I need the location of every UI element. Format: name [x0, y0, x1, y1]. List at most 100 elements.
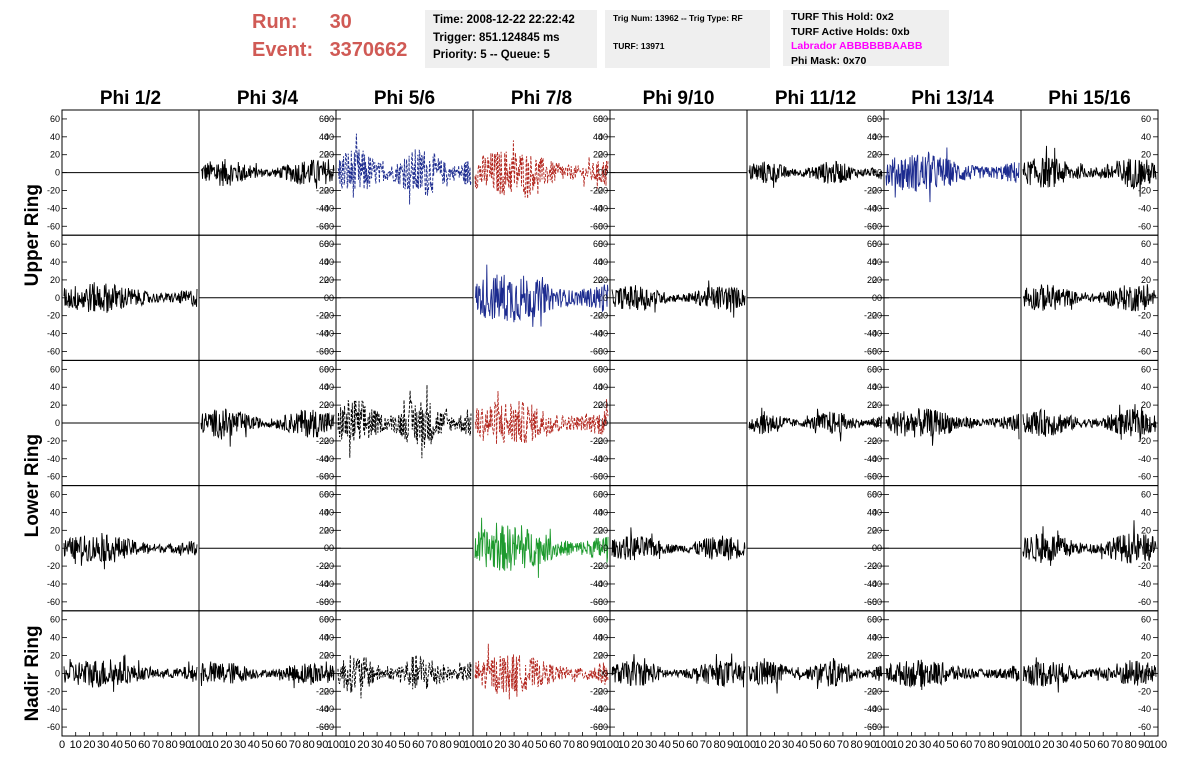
y-tick-label: 40 — [593, 382, 603, 392]
y-tick-label: 20 — [598, 525, 608, 535]
y-tick-label: -60 — [864, 346, 877, 356]
x-tick-label: 50 — [261, 739, 273, 751]
y-tick-label: -40 — [869, 329, 882, 339]
y-tick-label: 40 — [1141, 507, 1151, 517]
turf-active-holds-text: TURF Active Holds: 0xb — [791, 25, 910, 38]
x-tick-label: 50 — [398, 739, 410, 751]
y-tick-label: -60 — [1138, 597, 1151, 607]
y-tick-label: -40 — [864, 454, 877, 464]
y-tick-label: 60 — [598, 114, 608, 124]
x-tick-label: 90 — [179, 739, 191, 751]
y-tick-label: 0 — [324, 168, 329, 178]
y-tick-label: 60 — [867, 490, 877, 500]
x-tick-label: 50 — [946, 739, 958, 751]
waveform-line — [474, 140, 609, 199]
x-tick-label: 70 — [426, 739, 438, 751]
y-tick-label: -20 — [321, 185, 334, 195]
y-tick-label: 20 — [872, 651, 882, 661]
x-tick-label: 60 — [823, 739, 835, 751]
x-tick-label: 100 — [875, 739, 893, 751]
y-tick-label: 0 — [877, 293, 882, 303]
y-tick-label: 60 — [598, 490, 608, 500]
x-tick-label: 60 — [1097, 739, 1109, 751]
waveform-line — [200, 158, 335, 189]
y-tick-label: 0 — [877, 543, 882, 553]
y-tick-label: 40 — [319, 633, 329, 643]
y-tick-label: 60 — [867, 239, 877, 249]
waveform-line — [200, 661, 335, 689]
y-tick-label: -60 — [590, 346, 603, 356]
y-tick-label: -20 — [869, 311, 882, 321]
x-tick-label: 10 — [755, 739, 767, 751]
y-tick-label: 60 — [867, 364, 877, 374]
y-tick-label: -40 — [869, 579, 882, 589]
y-tick-label: 20 — [872, 400, 882, 410]
y-tick-label: 60 — [872, 490, 882, 500]
y-tick-label: 20 — [50, 525, 60, 535]
x-tick-label: 20 — [768, 739, 780, 751]
y-tick-label: 60 — [867, 615, 877, 625]
waveform-line — [1022, 145, 1157, 197]
y-tick-label: 60 — [319, 239, 329, 249]
y-tick-label: 40 — [1141, 382, 1151, 392]
x-tick-label: 30 — [782, 739, 794, 751]
y-tick-label: 20 — [319, 150, 329, 160]
y-tick-label: 0 — [603, 168, 608, 178]
y-tick-label: 40 — [867, 382, 877, 392]
x-tick-label: 80 — [439, 739, 451, 751]
x-tick-label: 90 — [316, 739, 328, 751]
panel-frame — [472, 109, 611, 236]
y-tick-label: 40 — [319, 132, 329, 142]
y-tick-label: -60 — [595, 346, 608, 356]
y-tick-label: 60 — [50, 490, 60, 500]
x-tick-label: 70 — [837, 739, 849, 751]
y-tick-label: -40 — [321, 454, 334, 464]
y-tick-label: -20 — [864, 311, 877, 321]
run-label: Run: — [252, 11, 298, 33]
x-tick-label: 80 — [713, 739, 725, 751]
event-line: Event: 3370662 — [252, 36, 407, 64]
x-tick-label: 80 — [850, 739, 862, 751]
y-tick-label: -40 — [590, 454, 603, 464]
y-tick-label: -40 — [869, 203, 882, 213]
y-tick-label: 20 — [867, 275, 877, 285]
y-tick-label: 40 — [324, 132, 334, 142]
y-tick-label: 0 — [1146, 418, 1151, 428]
x-tick-label: 40 — [1070, 739, 1082, 751]
x-tick-label: 30 — [371, 739, 383, 751]
x-tick-label: 70 — [700, 739, 712, 751]
x-tick-label: 10 — [892, 739, 904, 751]
y-tick-label: 0 — [877, 168, 882, 178]
x-tick-label: 0 — [59, 739, 65, 751]
y-tick-label: -40 — [316, 454, 329, 464]
y-tick-label: -40 — [864, 579, 877, 589]
y-tick-label: 60 — [324, 239, 334, 249]
y-tick-label: -20 — [595, 561, 608, 571]
y-tick-label: -20 — [590, 436, 603, 446]
turf-this-hold-text: TURF This Hold: 0x2 — [791, 11, 894, 23]
y-tick-label: 0 — [55, 668, 60, 678]
y-tick-label: -20 — [316, 311, 329, 321]
waveform-line — [200, 408, 335, 447]
y-tick-label: 20 — [324, 400, 334, 410]
y-tick-label: 20 — [872, 275, 882, 285]
y-tick-label: -40 — [595, 454, 608, 464]
y-tick-label: 20 — [1141, 651, 1151, 661]
x-tick-label: 30 — [97, 739, 109, 751]
x-tick-label: 20 — [1042, 739, 1054, 751]
x-tick-label: 20 — [357, 739, 369, 751]
y-tick-label: 60 — [319, 490, 329, 500]
y-tick-label: -60 — [1138, 722, 1151, 732]
y-tick-label: -20 — [590, 185, 603, 195]
y-tick-label: 20 — [1141, 275, 1151, 285]
y-tick-label: -20 — [316, 185, 329, 195]
waveform-line — [611, 280, 746, 318]
y-tick-label: -60 — [321, 221, 334, 231]
y-tick-label: -60 — [864, 722, 877, 732]
column-title: Phi 11/12 — [775, 88, 856, 109]
y-tick-label: -60 — [869, 472, 882, 482]
